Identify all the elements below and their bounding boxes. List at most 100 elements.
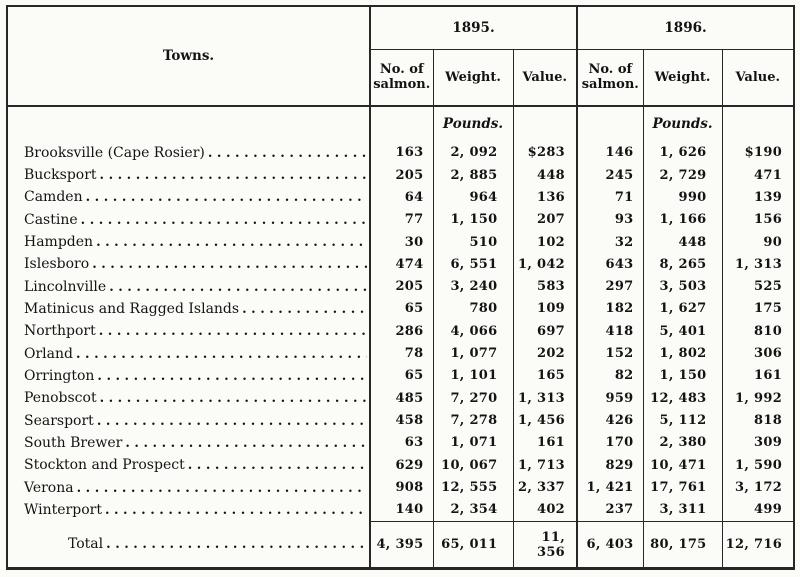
table-row-islesboro: Islesboro 474 6, 551 1, 042 643 8, 265 1… bbox=[7, 253, 795, 276]
cell-1896-salmon: 959 bbox=[576, 387, 644, 410]
cell-1896-weight: 10, 471 bbox=[642, 454, 723, 477]
cell-1895-value: 109 bbox=[512, 297, 578, 321]
town-name: Orrington bbox=[24, 367, 95, 384]
column-header-row: No. of salmon. Weight. Value. No. of sal… bbox=[7, 49, 795, 106]
cell-1896-value: 139 bbox=[721, 186, 795, 209]
cell-1895-value: 1, 042 bbox=[512, 253, 578, 276]
table-row-matinicus: Matinicus and Ragged Islands 65 780 109 … bbox=[7, 297, 795, 321]
dot-leader bbox=[97, 368, 367, 384]
cell-1895-weight: 7, 270 bbox=[432, 387, 513, 410]
cell-1895-salmon: 65 bbox=[369, 364, 433, 388]
cell-1896-value: 499 bbox=[721, 498, 795, 522]
cell-1896-weight: 990 bbox=[642, 186, 723, 209]
table-row-orrington: Orrington 65 1, 101 165 82 1, 150 161 bbox=[7, 364, 795, 388]
cell-1895-value: 2, 337 bbox=[512, 476, 578, 499]
cell-1895-value: $283 bbox=[512, 141, 578, 164]
town-name: Castine bbox=[24, 211, 78, 228]
cell-1896-value: 161 bbox=[721, 364, 795, 388]
cell-1895-salmon: 77 bbox=[369, 208, 433, 231]
units-1896-weight: Pounds. bbox=[642, 106, 723, 142]
cell-1895-value: 1, 456 bbox=[512, 409, 578, 432]
cell-1895-weight: 2, 354 bbox=[432, 498, 513, 522]
cell-1896-salmon: 426 bbox=[576, 409, 644, 432]
cell-1895-value: 448 bbox=[512, 163, 578, 187]
dot-leader bbox=[81, 212, 367, 228]
table-row-winterport: Winterport 140 2, 354 402 237 3, 311 499 bbox=[7, 498, 795, 522]
cell-1896-value: 810 bbox=[721, 320, 795, 343]
cell-1896-weight: 3, 503 bbox=[642, 275, 723, 298]
cell-1896-value: 90 bbox=[721, 230, 795, 254]
cell-1896-value: 471 bbox=[721, 163, 795, 187]
table-row-penobscot: Penobscot 485 7, 270 1, 313 959 12, 483 … bbox=[7, 387, 795, 410]
header-1895-no-of-salmon: No. of salmon. bbox=[369, 49, 433, 106]
cell-1895-salmon: 485 bbox=[369, 387, 433, 410]
cell-1895-weight: 6, 551 bbox=[432, 253, 513, 276]
cell-1896-salmon: 829 bbox=[576, 454, 644, 477]
dot-leader bbox=[86, 189, 367, 205]
cell-1895-value: 165 bbox=[512, 364, 578, 388]
cell-1895-salmon: 474 bbox=[369, 253, 433, 276]
cell-1896-salmon: 418 bbox=[576, 320, 644, 343]
cell-1896-value: 3, 172 bbox=[721, 476, 795, 499]
cell-1895-weight: 510 bbox=[432, 230, 513, 254]
total-1896-salmon: 6, 403 bbox=[576, 521, 644, 569]
cell-1895-salmon: 140 bbox=[369, 498, 433, 522]
cell-1895-weight: 1, 101 bbox=[432, 364, 513, 388]
total-1895-salmon: 4, 395 bbox=[369, 521, 433, 569]
cell-1896-value: 1, 590 bbox=[721, 454, 795, 477]
dot-leader bbox=[92, 256, 367, 272]
cell-1896-value: 818 bbox=[721, 409, 795, 432]
cell-1895-value: 583 bbox=[512, 275, 578, 298]
units-spacer-1895-value bbox=[512, 106, 578, 142]
table-row-northport: Northport 286 4, 066 697 418 5, 401 810 bbox=[7, 320, 795, 343]
header-1895-weight: Weight. bbox=[432, 49, 513, 106]
cell-1896-weight: 1, 166 bbox=[642, 208, 723, 231]
cell-1895-weight: 10, 067 bbox=[432, 454, 513, 477]
cell-1896-value: 1, 992 bbox=[721, 387, 795, 410]
cell-1896-salmon: 82 bbox=[576, 364, 644, 388]
units-1895-weight: Pounds. bbox=[432, 106, 513, 142]
cell-1896-weight: 1, 802 bbox=[642, 342, 723, 365]
town-name: South Brewer bbox=[24, 434, 123, 451]
dot-leader bbox=[100, 167, 367, 183]
cell-1896-value: 175 bbox=[721, 297, 795, 321]
dot-leader bbox=[208, 145, 367, 161]
cell-1895-value: 402 bbox=[512, 498, 578, 522]
cell-1896-salmon: 152 bbox=[576, 342, 644, 365]
town-name: Lincolnville bbox=[24, 278, 107, 295]
total-1896-weight: 80, 175 bbox=[642, 521, 723, 569]
dot-leader bbox=[100, 390, 367, 406]
cell-1895-weight: 780 bbox=[432, 297, 513, 321]
cell-1895-weight: 1, 071 bbox=[432, 431, 513, 455]
cell-1895-weight: 2, 885 bbox=[432, 163, 513, 187]
year-1895-header: 1895. bbox=[368, 6, 578, 50]
salmon-statistics-table: Towns. 1895. 1896. No. of salmon. Weight… bbox=[6, 5, 796, 570]
town-name: Orland bbox=[24, 345, 73, 362]
cell-1896-weight: 5, 401 bbox=[642, 320, 723, 343]
dot-leader bbox=[97, 413, 367, 429]
cell-1896-weight: 448 bbox=[642, 230, 723, 254]
total-label: Total bbox=[68, 536, 104, 553]
table-row-hampden: Hampden 30 510 102 32 448 90 bbox=[7, 230, 795, 254]
cell-1895-salmon: 908 bbox=[369, 476, 433, 499]
dot-leader bbox=[242, 301, 367, 317]
town-name: Hampden bbox=[24, 234, 94, 250]
table-row-bucksport: Bucksport 205 2, 885 448 245 2, 729 471 bbox=[7, 163, 795, 187]
cell-1895-weight: 1, 077 bbox=[432, 342, 513, 365]
cell-1895-salmon: 205 bbox=[369, 275, 433, 298]
town-name: Penobscot bbox=[24, 390, 97, 407]
cell-1895-weight: 964 bbox=[432, 186, 513, 209]
cell-1895-value: 1, 713 bbox=[512, 454, 578, 477]
cell-1896-salmon: 71 bbox=[576, 186, 644, 209]
dot-leader bbox=[109, 279, 367, 295]
cell-1895-value: 207 bbox=[512, 208, 578, 231]
cell-1895-salmon: 30 bbox=[369, 230, 433, 254]
cell-1895-value: 136 bbox=[512, 186, 578, 209]
cell-1896-salmon: 245 bbox=[576, 163, 644, 187]
units-spacer-1896-value bbox=[721, 106, 795, 142]
table-row-camden: Camden 64 964 136 71 990 139 bbox=[7, 186, 795, 209]
dot-leader bbox=[77, 480, 367, 496]
town-name: Verona bbox=[24, 479, 74, 496]
cell-1896-salmon: 170 bbox=[576, 431, 644, 455]
cell-1895-value: 102 bbox=[512, 230, 578, 254]
